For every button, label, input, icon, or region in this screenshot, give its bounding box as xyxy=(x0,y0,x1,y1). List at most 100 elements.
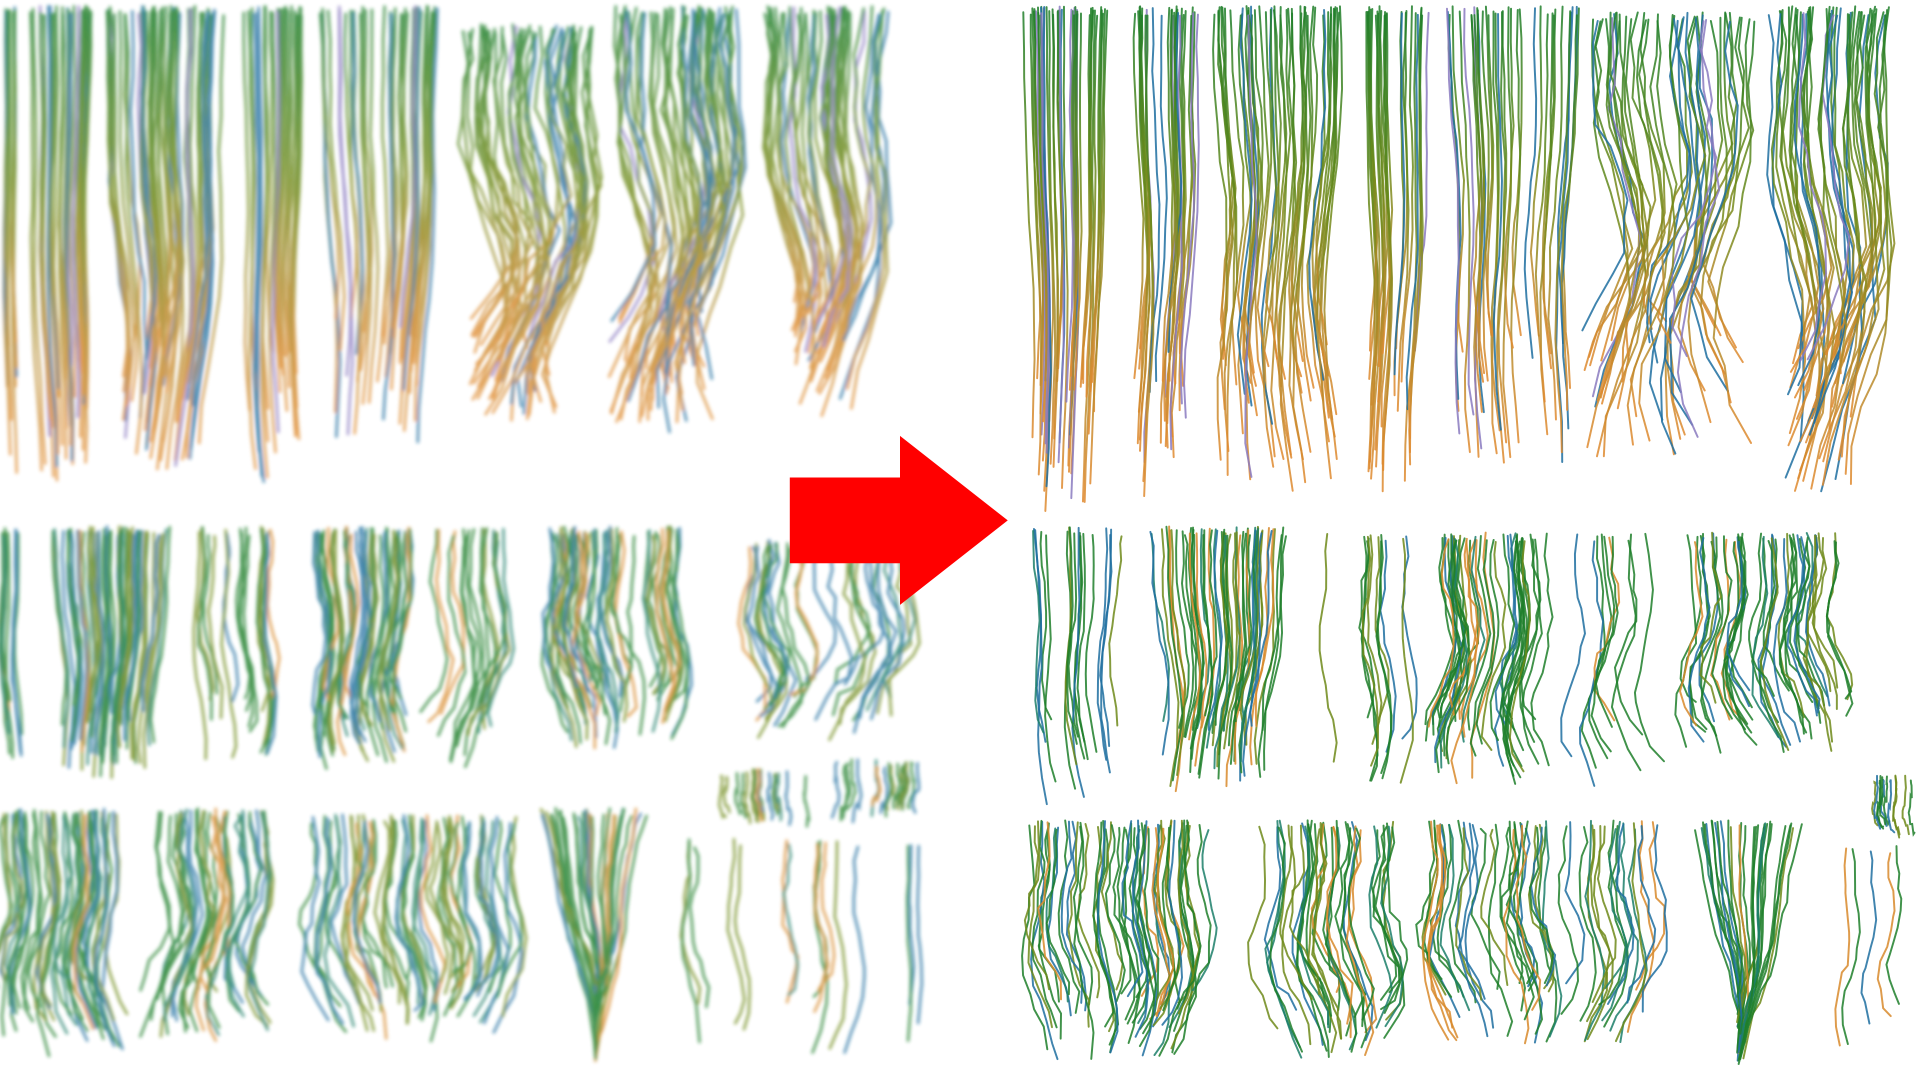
hair-strand xyxy=(1534,13,1549,403)
hair-strand xyxy=(495,822,523,998)
hair-strand xyxy=(1641,824,1668,1013)
hair-strand xyxy=(125,530,141,750)
hair-strand xyxy=(1121,820,1144,998)
hair-strand xyxy=(400,814,428,1019)
hair-strand xyxy=(41,13,54,429)
hair-strand xyxy=(487,820,512,994)
hair-strand xyxy=(1366,534,1383,745)
hair-strand xyxy=(286,10,298,376)
hair-strand xyxy=(1222,532,1238,732)
hair-strand xyxy=(120,526,135,706)
hair-swatch xyxy=(737,537,921,742)
hair-strand xyxy=(554,807,598,1053)
hair-strand xyxy=(1690,20,1739,393)
hair-strand xyxy=(1699,531,1723,704)
hair-strand xyxy=(1779,6,1817,447)
hair-swatch xyxy=(2,6,18,474)
hair-strand xyxy=(1315,8,1336,480)
hair-strand xyxy=(165,9,185,394)
hair-strand xyxy=(1584,819,1606,1041)
hair-strand xyxy=(1234,534,1253,723)
hair-strand xyxy=(1537,826,1558,1043)
hair-strand xyxy=(1061,5,1069,489)
hair-strand xyxy=(1876,852,1896,1018)
hair-strand xyxy=(1439,823,1471,1012)
hair-strand xyxy=(541,527,566,706)
hair-strand xyxy=(789,546,819,696)
hair-strand xyxy=(1503,7,1515,349)
hair-strand xyxy=(1044,534,1057,783)
hair-strand xyxy=(46,5,58,468)
hair-strand xyxy=(11,9,18,369)
hair-strand xyxy=(479,26,535,347)
hair-strand xyxy=(144,532,165,714)
hair-strand xyxy=(1621,12,1666,383)
hair-swatch xyxy=(318,4,439,444)
hair-strand xyxy=(1149,530,1170,756)
hair-strand xyxy=(1656,15,1707,344)
hair-strand xyxy=(1066,526,1078,745)
hair-strand xyxy=(1112,826,1132,995)
hair-strand xyxy=(838,538,877,726)
hair-strand xyxy=(197,526,213,721)
hair-strand xyxy=(1039,530,1053,721)
hair-strand xyxy=(12,813,35,1009)
hair-strand xyxy=(1027,820,1053,1029)
hair-strand xyxy=(782,843,799,996)
hair-strand xyxy=(1158,826,1181,1057)
hair-strand xyxy=(0,816,13,944)
hair-strand xyxy=(156,813,187,1001)
hair-strand xyxy=(1214,528,1231,726)
hair-strand xyxy=(63,8,73,446)
hair-strand xyxy=(337,5,352,377)
hair-strand xyxy=(4,531,14,759)
hair-strand xyxy=(814,545,854,721)
hair-strand xyxy=(1032,529,1045,734)
hair-strand xyxy=(1460,535,1486,743)
hair-strand xyxy=(593,807,638,1047)
hair-strand xyxy=(1451,5,1465,353)
hair-strand xyxy=(1221,6,1237,453)
hair-strand xyxy=(1581,19,1629,332)
hair-strand xyxy=(1031,819,1058,1029)
hair-strand xyxy=(1616,19,1664,410)
hair-strand xyxy=(1278,12,1298,456)
hair-strand xyxy=(1716,820,1744,995)
hair-strand xyxy=(1207,529,1223,731)
hair-strand xyxy=(1100,528,1113,774)
hair-strand xyxy=(99,534,111,778)
hair-strand xyxy=(1084,534,1098,753)
hair-strand xyxy=(1751,535,1780,738)
hair-strand xyxy=(1161,819,1183,1026)
hair-strand xyxy=(1480,828,1509,986)
hair-strand xyxy=(612,527,633,683)
hair-strand xyxy=(717,774,727,820)
hair-strand xyxy=(896,764,906,808)
hair-strand xyxy=(1132,12,1145,380)
hair-strand xyxy=(751,768,760,818)
hair-strand xyxy=(1365,11,1376,473)
hair-strand xyxy=(1029,13,1042,380)
hair-strand xyxy=(1748,532,1775,697)
hair-strand xyxy=(1037,821,1062,1001)
hair-strand xyxy=(900,761,910,809)
hair-strand xyxy=(1487,823,1514,1037)
hair-strand xyxy=(329,530,344,745)
hair-strand xyxy=(118,10,139,402)
hair-strand xyxy=(1045,6,1055,423)
hair-strand xyxy=(1167,12,1183,353)
hair-strand xyxy=(315,817,345,1025)
hair-strand xyxy=(550,529,578,749)
hair-strand xyxy=(1458,10,1471,454)
hair-strand xyxy=(1596,11,1643,402)
hair-swatch xyxy=(1021,819,1218,1061)
hair-strand xyxy=(142,534,162,769)
hair-strand xyxy=(198,807,226,991)
hair-strand xyxy=(1614,822,1647,1043)
hair-strand xyxy=(300,816,330,1022)
hair-strand xyxy=(1116,826,1137,1021)
hair-strand xyxy=(1021,824,1049,1051)
hair-strand xyxy=(756,540,783,720)
hair-swatch xyxy=(1132,5,1200,498)
